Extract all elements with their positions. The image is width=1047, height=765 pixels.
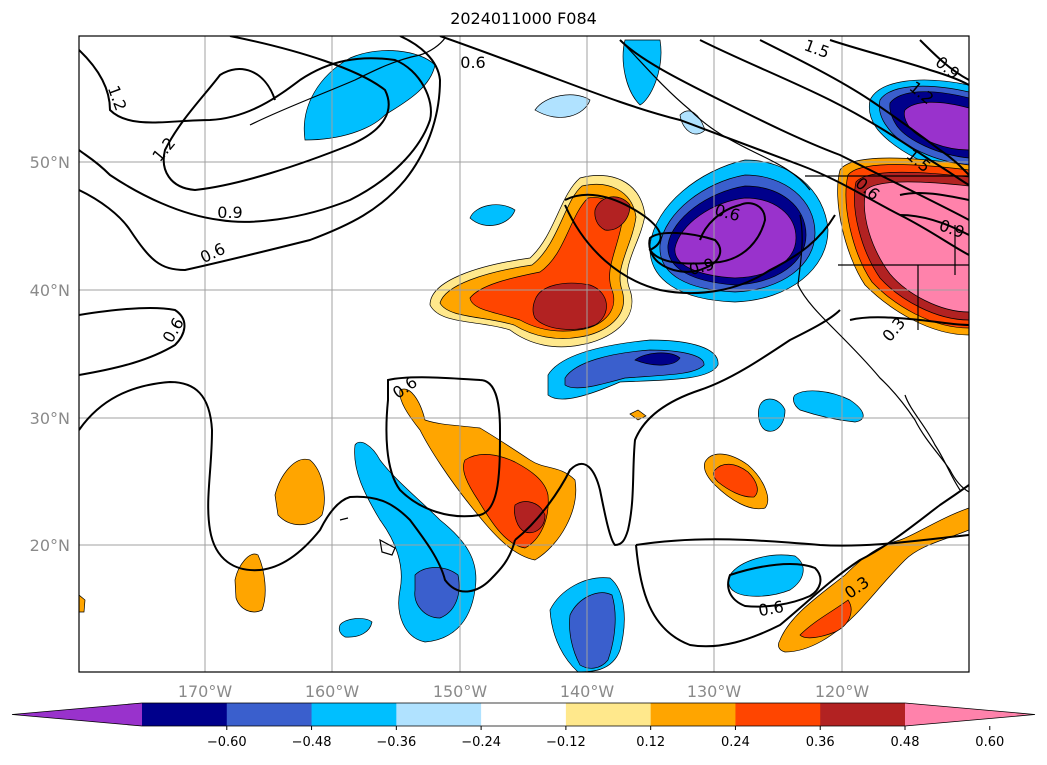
contour-line	[79, 36, 442, 272]
contour-line	[385, 376, 502, 518]
map-title: 2024011000 F084	[450, 9, 597, 28]
contour-line	[919, 39, 969, 81]
negative-anomaly-region	[338, 618, 373, 638]
positive-anomaly-region	[514, 501, 546, 534]
gridlines	[79, 36, 969, 672]
colorbar-segment	[396, 703, 482, 726]
longitude-labels: 170°W 160°W 150°W 140°W 130°W 120°W	[178, 682, 870, 701]
negative-anomaly-region	[758, 398, 786, 432]
positive-anomaly-region	[79, 594, 86, 613]
contour-label: 1.2	[104, 83, 131, 113]
contour-line	[727, 563, 822, 608]
contour-label: 0.6	[197, 239, 228, 267]
colorbar-tick-label: −0.60	[207, 735, 247, 750]
negative-anomaly-region	[534, 94, 591, 118]
contour-label: 0.6	[460, 53, 485, 72]
positive-anomaly-region	[274, 458, 325, 526]
contour-label: 0.6	[757, 597, 785, 620]
negative-anomaly-region	[622, 39, 662, 106]
positive-anomaly-region	[864, 181, 969, 313]
positive-anomaly-region	[234, 553, 266, 613]
colorbar-segment	[565, 703, 652, 726]
colorbar-extend-max	[905, 703, 1035, 726]
colorbar-tick-label: 0.48	[891, 735, 920, 750]
colorbar-segment	[311, 703, 397, 726]
map-panel: 0.6 0.9 1.2 1.2 1.5 0.9 1.2 1.5 0.6 0.9 …	[79, 36, 969, 672]
contour-line	[699, 39, 969, 186]
colorbar-segment	[650, 703, 736, 726]
contour-line	[79, 306, 186, 376]
contour-line	[648, 231, 722, 273]
contour-line	[162, 36, 390, 192]
colorbar-tick-label: −0.48	[292, 735, 332, 750]
contour-line	[635, 534, 969, 547]
contour-line	[635, 484, 969, 648]
contour-line	[619, 39, 969, 221]
contour-line	[899, 191, 969, 236]
latitude-labels: 50°N 40°N 30°N 20°N	[30, 153, 70, 555]
colorbar-segment	[735, 703, 821, 726]
colorbar-outline	[11, 702, 1036, 727]
positive-anomaly-region	[594, 196, 631, 231]
negative-anomaly-region	[469, 204, 516, 226]
positive-anomaly-region	[532, 282, 607, 330]
lon-label: 130°W	[687, 682, 742, 701]
negative-anomaly-region	[728, 554, 804, 597]
contour-line	[849, 316, 969, 326]
positive-anomaly-region	[799, 599, 852, 639]
lat-label: 30°N	[30, 409, 70, 428]
colorbar-tick-label: 0.36	[806, 735, 835, 750]
contour-line	[829, 39, 969, 86]
colorbar-extend-min	[12, 703, 142, 726]
contour-label: 0.9	[217, 203, 242, 222]
colorbar-tick-label: −0.12	[546, 735, 586, 750]
colorbar-tick-label: 0.60	[975, 735, 1004, 750]
positive-anomaly-region	[712, 463, 758, 498]
contour-label: 1.2	[148, 134, 179, 166]
lon-label: 140°W	[560, 682, 615, 701]
colorbar-segment	[142, 703, 228, 726]
colorbar-tick-label: 0.24	[721, 735, 750, 750]
negative-anomaly-region	[634, 352, 681, 366]
contour-line	[514, 309, 841, 547]
map-frame	[78, 35, 970, 673]
colorbar-tick-label: −0.36	[376, 735, 416, 750]
lon-label: 170°W	[178, 682, 233, 701]
coastlines	[249, 37, 969, 556]
contour-line	[564, 193, 767, 265]
colorbar-segment	[820, 703, 906, 726]
negative-anomaly-region	[903, 101, 969, 151]
lat-label: 20°N	[30, 536, 70, 555]
contour-line	[759, 39, 969, 176]
negative-anomaly-region	[569, 592, 616, 669]
contour-line	[79, 49, 432, 223]
colorbar-tick-label: −0.24	[461, 735, 501, 750]
lon-label: 120°W	[815, 682, 870, 701]
negative-anomaly-region	[793, 390, 864, 423]
colorbar-segment	[481, 703, 567, 726]
contour-line	[79, 380, 516, 593]
colorbar-segment	[226, 703, 313, 726]
negative-anomaly-region	[679, 110, 706, 135]
lon-label: 160°W	[305, 682, 360, 701]
lat-label: 40°N	[30, 281, 70, 300]
contour-lines	[79, 36, 969, 648]
lon-label: 150°W	[433, 682, 488, 701]
colorbar-tick-label: 0.12	[636, 735, 665, 750]
lat-label: 50°N	[30, 153, 70, 172]
negative-anomaly-region	[303, 50, 436, 141]
contour-label: 1.5	[802, 36, 832, 63]
colorbar: −0.60 −0.48 −0.36 −0.24 −0.12 0.12 0.24 0.36 0.4…	[11, 702, 1036, 750]
contour-line	[564, 204, 836, 295]
negative-anomaly-region	[414, 567, 460, 619]
